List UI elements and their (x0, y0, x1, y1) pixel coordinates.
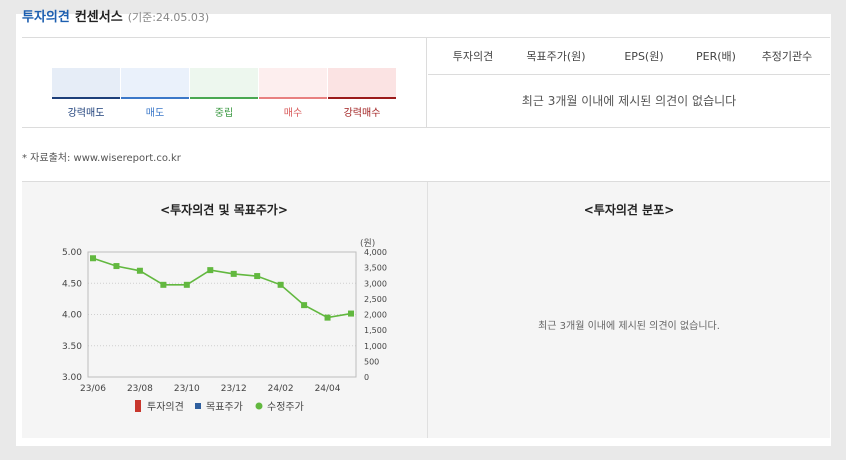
x-tick-label: 23/12 (221, 384, 247, 394)
left-tick-label: 5.00 (62, 248, 82, 258)
scale-seg-buy (259, 68, 327, 98)
chart-title: <투자의견 및 목표주가> (160, 203, 288, 217)
modified-price-point (90, 255, 96, 262)
chart-grid (88, 282, 356, 347)
scale-seg-neutral (190, 68, 258, 98)
modified-price-point (230, 270, 237, 277)
title-main: 컨센서스 (74, 10, 123, 25)
right-tick-label: 1,500 (364, 326, 387, 335)
column-header-institutions: 추정기관수 (761, 50, 813, 63)
modified-price-point (207, 267, 214, 274)
x-tick-label: 24/04 (315, 384, 341, 394)
scale-label-sell: 매도 (145, 108, 165, 119)
scale-bar-strong-sell (52, 97, 120, 99)
reference-date: (기준:24.05.03) (127, 11, 210, 24)
left-tick-label: 3.00 (62, 373, 82, 383)
scale-bar-neutral (190, 97, 258, 99)
modified-price-point (113, 263, 120, 270)
legend-marker-modified-price (255, 402, 263, 410)
modified-price-point (301, 302, 308, 309)
x-tick-label: 23/10 (174, 384, 200, 394)
title-accent: 투자의견 (22, 10, 70, 25)
modified-price-point (254, 273, 261, 280)
plot-frame (87, 251, 357, 378)
scale-seg-strong-sell (52, 68, 120, 98)
charts-area (22, 182, 830, 438)
legend-marker-opinion (135, 400, 141, 412)
divider-vertical-upper (426, 37, 427, 127)
right-tick-label: 3,500 (364, 264, 387, 273)
divider-vertical-lower (427, 182, 428, 438)
modified-price-point (183, 281, 190, 288)
scale-label-buy: 매수 (283, 108, 303, 119)
left-tick-label: 4.00 (62, 311, 82, 321)
right-tick-label: 500 (364, 357, 379, 366)
modified-price-point (277, 281, 284, 288)
left-tick-label: 4.50 (62, 279, 82, 289)
legend-marker-target-price (195, 403, 201, 409)
scale-bar-strong-buy (328, 97, 396, 99)
column-header-opinion: 투자의견 (452, 50, 494, 63)
modified-price-point (348, 310, 354, 317)
scale-seg-strong-buy (328, 68, 396, 98)
right-tick-label: 0 (364, 373, 369, 382)
legend-label-target-price: 목표주가 (206, 401, 243, 413)
modified-price-line (92, 257, 352, 319)
distribution-empty-message: 최근 3개월 이내에 제시된 의견이 없습니다. (538, 321, 720, 332)
right-tick-label: 3,000 (364, 279, 387, 288)
modified-price-point (160, 281, 167, 288)
column-header-eps: EPS(원) (624, 50, 664, 63)
scale-bar-sell (121, 97, 189, 99)
right-axis-ticks: 4,000 3,500 3,000 2,500 2,000 1,500 1,000 500 0 (364, 248, 387, 382)
divider-middle (22, 127, 830, 128)
right-tick-label: 2,000 (364, 311, 387, 320)
right-axis-unit: (원) (360, 238, 375, 249)
x-tick-label: 24/02 (268, 384, 294, 394)
scale-label-strong-sell: 강력매도 (67, 108, 105, 119)
modified-price-point (324, 314, 331, 321)
section-title: 투자의견 컨센서스 (기준:24.05.03) (22, 6, 209, 28)
data-source: * 자료출처: www.wisereport.co.kr (22, 153, 181, 164)
left-axis-ticks: 5.00 4.50 4.00 3.50 3.00 (62, 248, 82, 383)
chart-series (90, 255, 354, 321)
scale-seg-sell (121, 68, 189, 98)
right-tick-label: 1,000 (364, 342, 387, 351)
x-axis-ticks: 23/06 23/08 23/10 23/12 24/02 24/04 (80, 384, 341, 394)
scale-bar-buy (259, 97, 327, 99)
right-tick-label: 2,500 (364, 295, 387, 304)
x-tick-label: 23/08 (127, 384, 153, 394)
left-tick-label: 3.50 (62, 342, 82, 352)
legend-label-modified-price: 수정주가 (267, 401, 304, 413)
divider-lower (22, 181, 830, 182)
scale-label-neutral: 중립 (214, 108, 234, 119)
divider-table-header (428, 74, 830, 75)
column-header-target-price: 목표주가(원) (526, 50, 586, 63)
scale-label-strong-buy: 강력매수 (343, 108, 381, 119)
modified-price-point (136, 267, 143, 274)
opinion-target-price-chart: 5.00 4.50 4.00 3.50 3.00 4,000 3,500 3,000 2,50… (62, 238, 387, 413)
distribution-title: <투자의견 분포> (583, 203, 675, 217)
chart-legend: 투자의견 목표주가 수정주가 (135, 400, 304, 413)
table-empty-message: 최근 3개월 이내에 제시된 의견이 없습니다 (521, 94, 737, 108)
right-tick-label: 4,000 (364, 248, 387, 257)
column-header-per: PER(배) (696, 50, 736, 63)
legend-label-opinion: 투자의견 (147, 401, 184, 413)
x-tick-label: 23/06 (80, 384, 106, 394)
